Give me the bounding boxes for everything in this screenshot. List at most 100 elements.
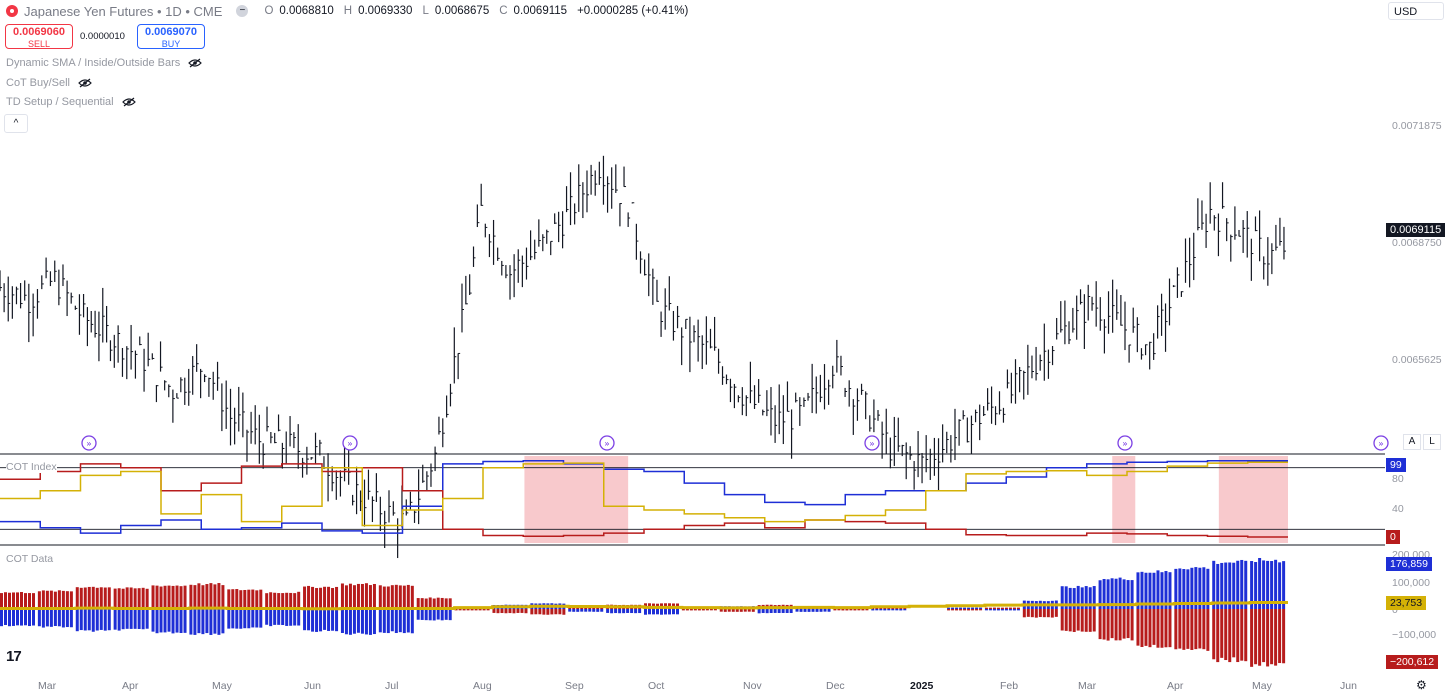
cot-data-bar [1240,559,1244,609]
cot-data-bar [773,609,777,613]
cot-data-bar [988,607,992,609]
eye-hidden-icon[interactable] [188,58,203,68]
symbol-title[interactable]: Japanese Yen Futures • 1D • CME [24,3,223,19]
cot-data-bar [91,609,95,632]
cot-data-bar [1118,609,1122,641]
indicator-td-sequential[interactable]: TD Setup / Sequential [6,96,136,108]
cot-data-bar [103,609,107,631]
cot-data-bar [538,609,542,615]
cot-data-bar [630,609,634,614]
jump-marker-glyph: » [1122,440,1128,450]
cot-data-bar [789,609,793,613]
highlight-zone [524,456,629,543]
cot-data-bar [311,609,315,632]
cot-data-bar [368,585,372,609]
cot-data-bar [1156,609,1160,648]
price-tick: 0.0068750 [1392,237,1442,249]
cot-data-bar [1072,588,1076,609]
cot-data-bar [352,585,356,609]
cot-data-bar [151,585,155,609]
cot-data-bar [386,586,390,609]
cot-data-bar [1250,609,1254,667]
cot-data-bar [1168,609,1172,648]
time-label: Oct [648,680,665,692]
cot-data-bar [895,607,899,609]
jump-marker-icon [864,435,880,451]
cot-data-bar [588,609,592,612]
cot-data-bar [121,609,125,630]
eye-hidden-icon[interactable] [121,97,136,107]
auto-scale-button[interactable]: A [1403,434,1421,450]
cot-data-bar [811,609,815,612]
cot-data-bar [857,609,861,611]
sell-button[interactable]: 0.0069060 SELL [5,24,73,49]
cot-data-bar [1102,578,1106,609]
cot-data-bar [1152,609,1156,645]
cot-data-bar [951,609,955,611]
indicator-dynamic-sma[interactable]: Dynamic SMA / Inside/Outside Bars [6,57,203,69]
cot-data-bar [1060,609,1064,631]
time-label-year: 2025 [910,680,934,692]
cot-data-bar [1088,587,1092,609]
cot-data-bar [550,609,554,615]
cot-data-bar [221,585,225,609]
cot-data-bar [1122,579,1126,609]
cot-data-bar [420,609,424,620]
cot-data-bar [524,609,528,614]
cot-data-bar [781,609,785,613]
collapse-indicators-button[interactable]: ^ [4,114,28,133]
cot-data-bar [899,607,903,609]
cot-data-bar [887,607,891,609]
cot-data-yellow-tag: 23,753 [1386,596,1427,610]
cot-data-bar [648,609,651,615]
cot-data-bar [340,609,344,633]
cot-data-bar [1012,609,1016,611]
cot-data-bar [496,609,500,614]
cot-data-bar [1224,562,1228,609]
cot-data-bar [672,609,675,615]
cot-data-bar [727,609,731,612]
cot-data-bar [448,598,452,609]
gear-icon[interactable]: ⚙ [1416,678,1427,692]
collapse-legend-button[interactable]: − [236,5,249,17]
cot-data-bar [410,585,414,609]
cot-data-bar [269,609,273,627]
cot-data-bar [1274,559,1278,609]
cot-data-bar [861,609,865,611]
cot-data-bar [606,609,610,613]
cot-data-bar [83,609,87,631]
cot-data-bar [979,607,983,609]
cot-data-bar [65,591,69,609]
cot-data-bar [273,609,277,625]
cot-data-bar [1216,563,1220,609]
cot-data-bar [293,593,297,609]
symbol-logo-icon [6,5,18,17]
cot-data-bar [697,609,701,611]
cot-data-bar [1220,562,1224,609]
cot-data-bar [247,589,251,609]
buy-button[interactable]: 0.0069070 BUY [137,24,205,49]
cot-data-bar [65,609,69,628]
cot-data-bar [693,609,697,611]
cot-data-bar [37,591,41,609]
cot-data-bar [1004,607,1008,609]
cot-data-bar [1206,609,1210,651]
cot-data-bar [761,609,765,613]
cot-data-bar [596,609,600,612]
jump-marker-icon [342,435,358,451]
log-scale-button[interactable]: L [1423,434,1441,450]
buy-price: 0.0069070 [145,26,197,38]
currency-selector[interactable]: USD [1388,2,1444,20]
cot-data-bar [757,609,761,614]
cot-data-bar [1182,609,1186,650]
cot-data-bar [959,607,963,609]
cot-data-bar [255,609,259,628]
cot-data-bar [129,587,133,609]
cot-data-bar [731,609,735,612]
eye-hidden-icon[interactable] [78,78,92,88]
tradingview-logo[interactable]: 17 [6,648,22,665]
price-tick: 0.0071875 [1392,120,1442,132]
cot-data-bar [1156,570,1160,609]
indicator-cot-buy-sell[interactable]: CoT Buy/Sell [6,77,92,89]
